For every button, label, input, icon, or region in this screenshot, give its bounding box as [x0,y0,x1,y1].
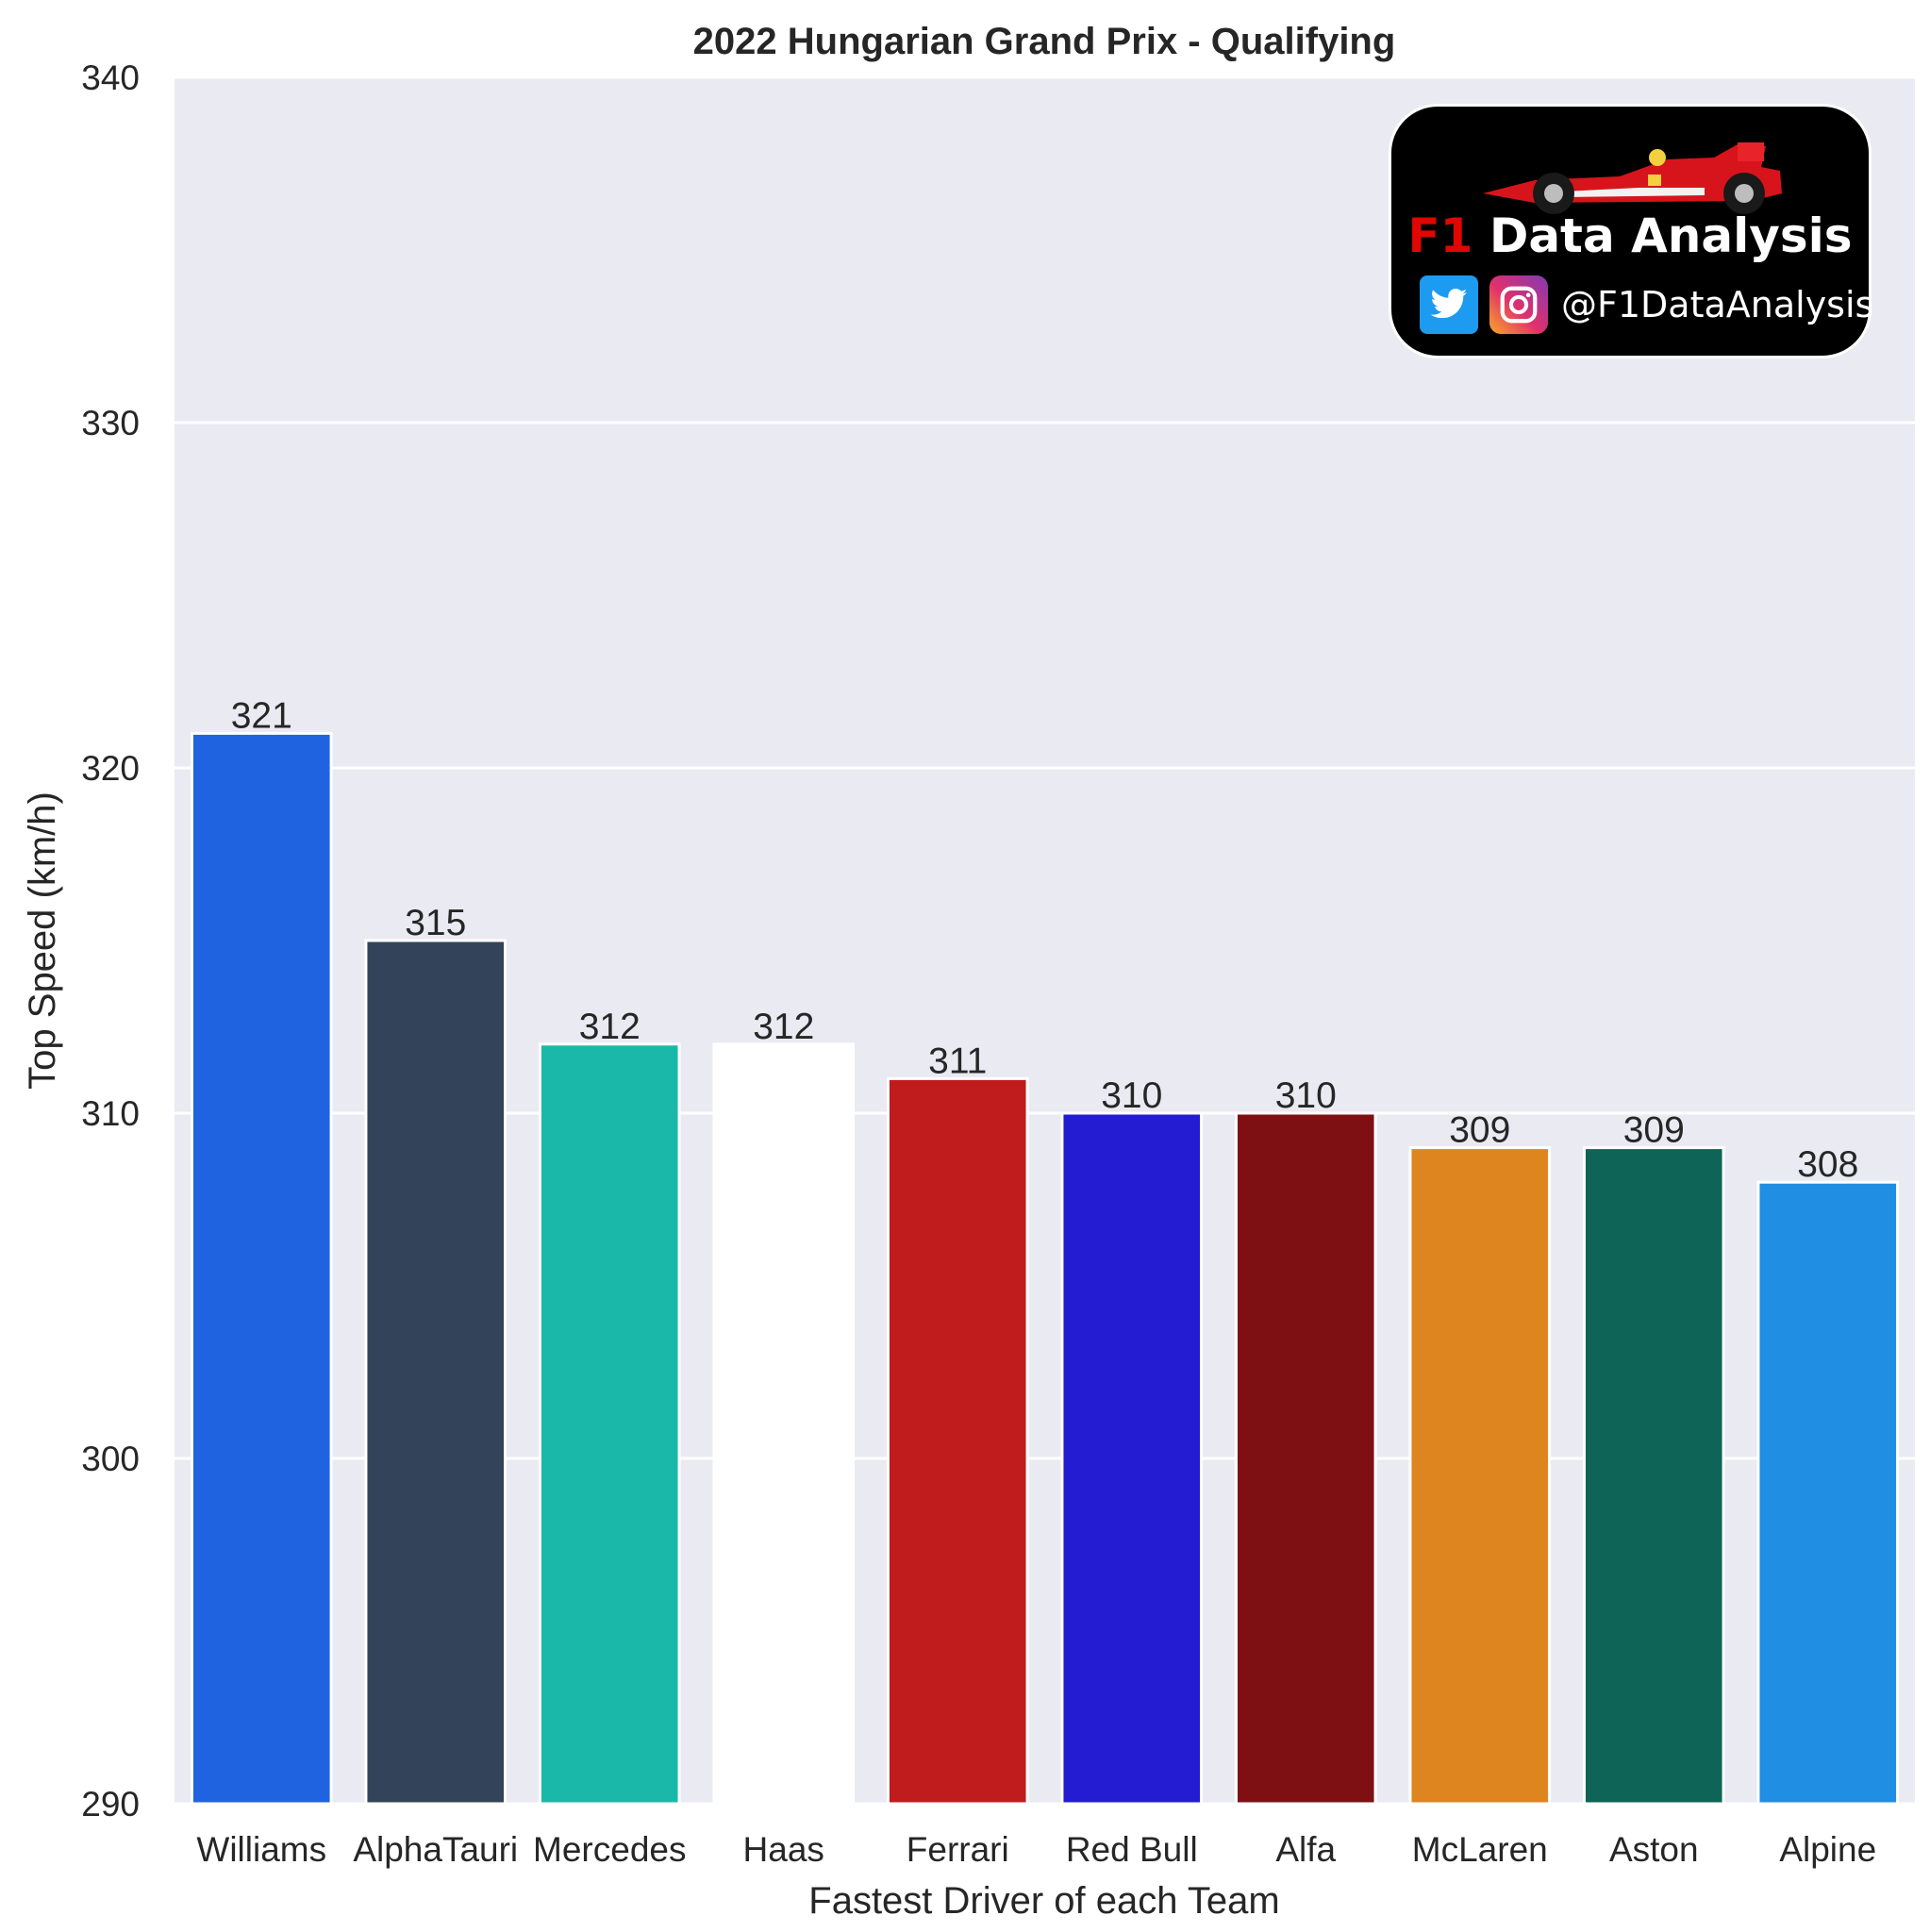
bar-ferrari [886,1076,1029,1806]
x-tick-label: McLaren [1412,1830,1548,1869]
x-tick-label: Haas [743,1830,824,1869]
value-labels: 321 315 312 312 311 310 310 309 309 308 [231,695,1859,1185]
bar-alphatauri [364,939,507,1806]
x-tick-label: Red Bull [1066,1830,1198,1869]
data-label: 310 [1101,1075,1162,1116]
logo-brand: F1 Data Analysis [1391,208,1869,263]
y-tick-label: 300 [81,1440,140,1478]
x-tick-label: Alfa [1275,1830,1336,1869]
data-label: 310 [1275,1075,1337,1116]
y-tick-label: 340 [81,58,140,97]
y-tick-label: 290 [81,1785,140,1824]
y-tick-label: 310 [81,1094,140,1133]
y-axis-title: Top Speed (km/h) [22,791,63,1090]
y-tick-label: 320 [81,749,140,788]
bars [190,731,1900,1806]
y-tick-label: 330 [81,404,140,442]
bar-alpine [1756,1180,1900,1806]
logo-handle: @F1DataAnalysis [1561,284,1874,325]
data-label: 309 [1623,1110,1685,1151]
bar-mercedes [538,1042,681,1806]
x-tick-label: Mercedes [533,1830,686,1869]
data-label: 312 [753,1007,814,1047]
x-tick-label: Ferrari [907,1830,1009,1869]
data-label: 321 [231,695,292,736]
x-tick-label: Aston [1609,1830,1699,1869]
x-axis-title: Fastest Driver of each Team [808,1880,1279,1922]
logo-social: @F1DataAnalysis [1420,275,1873,335]
data-label: 311 [928,1041,987,1081]
data-label: 308 [1797,1144,1858,1185]
f1-car-icon [1483,142,1782,214]
bar-aston [1582,1146,1725,1806]
data-label: 315 [405,903,466,943]
bar-alfa [1234,1111,1377,1806]
x-tick-labels: Williams AlphaTauri Mercedes Haas Ferrari Red… [196,1830,1876,1869]
bar-mclaren [1408,1146,1552,1806]
logo-brand-rest: Data Analysis [1472,208,1853,263]
bar-williams [190,731,333,1806]
data-label: 309 [1449,1110,1510,1151]
data-label: 312 [579,1007,641,1047]
twitter-icon [1420,275,1478,334]
logo-brand-prefix: F1 [1407,208,1473,263]
x-tick-label: Williams [196,1830,326,1869]
instagram-icon [1489,275,1548,334]
x-tick-label: AlphaTauri [353,1830,518,1869]
chart-title: 2022 Hungarian Grand Prix - Qualifying [693,21,1396,62]
f1-data-analysis-logo: F1 Data Analysis @F1DataAnalysis [1389,104,1873,358]
y-tick-labels: 290 300 310 320 330 340 [81,58,140,1824]
bar-red-bull [1060,1111,1204,1806]
x-tick-label: Alpine [1779,1830,1876,1869]
bar-haas [712,1042,856,1806]
